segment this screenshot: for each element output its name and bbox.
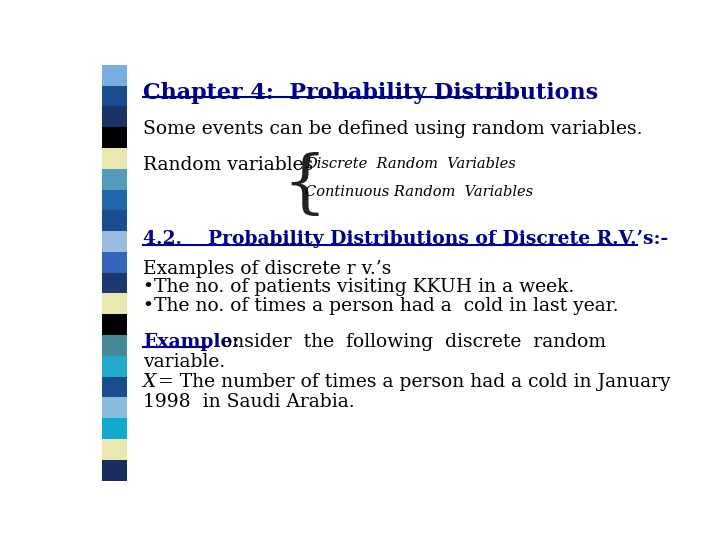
Bar (102, 273, 127, 294)
Text: Discrete  Random  Variables: Discrete Random Variables (305, 157, 516, 171)
Text: Some events can be defined using random variables.: Some events can be defined using random … (143, 120, 642, 138)
Bar (102, 460, 127, 481)
Bar (102, 356, 127, 377)
Text: 4.2.    Probability Distributions of Discrete R.V.’s:-: 4.2. Probability Distributions of Discre… (143, 231, 668, 248)
Bar (102, 127, 127, 148)
Text: = The number of times a person had a cold in January: = The number of times a person had a col… (152, 373, 670, 391)
Text: •The no. of times a person had a  cold in last year.: •The no. of times a person had a cold in… (143, 296, 618, 315)
Text: Random variables: Random variables (143, 156, 313, 174)
Text: variable.: variable. (143, 353, 225, 371)
Text: Continuous Random  Variables: Continuous Random Variables (305, 185, 534, 199)
Text: X: X (143, 373, 156, 391)
Text: •The no. of patients visiting KKUH in a week.: •The no. of patients visiting KKUH in a … (143, 278, 574, 296)
Bar (102, 294, 127, 314)
Bar (102, 377, 127, 397)
Text: 1998  in Saudi Arabia.: 1998 in Saudi Arabia. (143, 393, 354, 411)
Text: Examples of discrete r v.’s: Examples of discrete r v.’s (143, 260, 391, 278)
Bar (102, 85, 127, 106)
Bar (102, 211, 127, 231)
Bar (102, 335, 127, 356)
Bar (102, 148, 127, 169)
Bar (102, 252, 127, 273)
Bar (102, 168, 127, 190)
Bar (102, 231, 127, 252)
Bar (102, 65, 127, 85)
Text: Example:: Example: (143, 333, 239, 351)
Bar (102, 190, 127, 211)
Text: {: { (282, 153, 326, 219)
Bar (102, 397, 127, 418)
Bar (102, 106, 127, 127)
Text: Chapter 4:  Probability Distributions: Chapter 4: Probability Distributions (143, 82, 598, 104)
Bar (102, 314, 127, 335)
Bar (102, 418, 127, 439)
Text: onsider  the  following  discrete  random: onsider the following discrete random (210, 333, 606, 351)
Bar (102, 439, 127, 460)
